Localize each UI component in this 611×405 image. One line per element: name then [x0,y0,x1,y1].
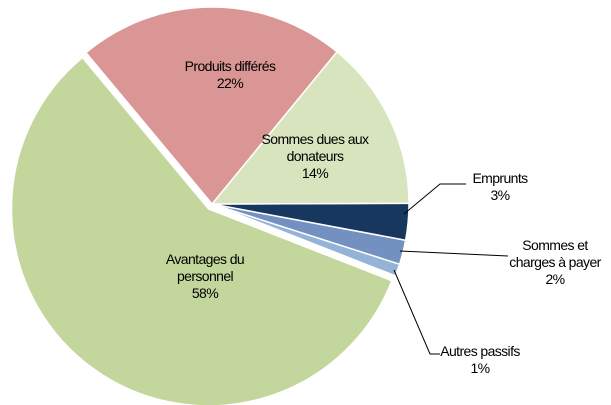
category-label: Avantages du personnel [165,251,245,284]
value-label: 2% [545,271,565,287]
value-label: 22% [216,75,244,91]
slice-label: Autres passifs 1% [425,343,535,377]
slice-label: Sommes dues aux donateurs 14% [260,131,370,182]
value-label: 1% [470,360,490,376]
category-label: Produits différés [184,58,276,74]
leader-line [393,269,440,355]
slice-label: Produits différés 22% [160,58,300,92]
slice-label: Avantages du personnel 58% [150,251,260,302]
pie-slice [10,56,393,405]
leader-line [399,250,509,257]
category-label: Sommes dues aux donateurs [261,131,370,164]
category-label: Sommes et charges à payer [509,237,601,270]
category-label: Emprunts [472,170,528,186]
pie-slice [84,6,339,206]
slice-label: Sommes et charges à payer 2% [505,237,605,288]
pie-slice [210,50,410,205]
leader-line [403,183,466,215]
category-label: Autres passifs [440,343,520,359]
slice-label: Emprunts 3% [450,170,550,204]
value-label: 58% [191,285,219,301]
value-label: 3% [490,187,510,203]
value-label: 14% [301,165,329,181]
